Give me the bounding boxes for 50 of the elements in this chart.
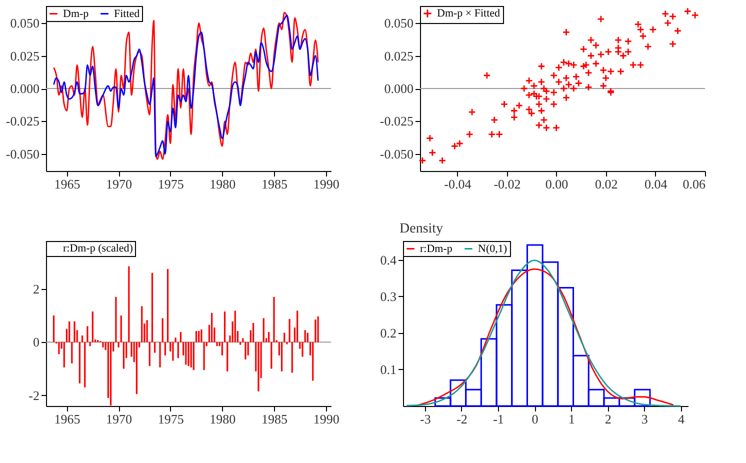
y-tick-label: -0.050 [6, 146, 40, 162]
legend-label: Dm-p [63, 8, 90, 20]
legend-label: r:Dm-p [420, 242, 453, 255]
y-tick-label: 0.3 [380, 288, 396, 304]
y-tick-label: -0.025 [380, 114, 414, 129]
y-tick-label: 0.050 [10, 16, 40, 31]
y-tick-label: 0.1 [380, 362, 396, 377]
x-tick-label: -2 [456, 412, 468, 426]
x-tick-label: 0.00 [545, 176, 568, 192]
series-label: r:Dm-p (scaled) [63, 242, 134, 254]
x-tick-label: 1990 [313, 176, 340, 192]
x-tick-label: 3 [641, 412, 648, 426]
x-tick-label: 2 [604, 412, 612, 426]
x-tick-label: 1990 [313, 412, 340, 426]
x-tick-label: 1975 [158, 176, 184, 192]
y-tick-label: -0.025 [6, 114, 40, 129]
y-tick-label: 2 [33, 281, 40, 296]
x-tick-label: 1985 [262, 176, 288, 192]
x-tick-label: 0.02 [594, 176, 618, 192]
x-tick-label: 1985 [262, 412, 288, 426]
x-tick-label: 0.06 [682, 176, 706, 192]
x-tick-label: -1 [493, 412, 504, 426]
y-tick-label: 0 [33, 334, 40, 350]
y-tick-label: 0.2 [380, 325, 396, 340]
y-tick-label: 0.4 [380, 252, 397, 268]
x-tick-label: 1 [568, 412, 575, 426]
x-tick-label: 1970 [106, 176, 132, 192]
x-tick-label: 1970 [106, 412, 132, 426]
x-tick-label: 1975 [158, 412, 184, 426]
x-tick-label: 0.04 [644, 176, 668, 192]
x-tick-label: -0.02 [494, 176, 521, 192]
x-tick-label: -3 [420, 412, 431, 426]
legend-label: Dm-p × Fitted [437, 8, 501, 20]
x-tick-label: 4 [678, 412, 685, 426]
y-tick-label: 0.000 [10, 81, 40, 96]
x-tick-label: -0.04 [444, 176, 472, 192]
y-axis-title: Density [400, 222, 444, 236]
y-tick-label: -0.050 [380, 146, 414, 162]
x-tick-label: 1980 [210, 176, 236, 192]
y-tick-label: 0.025 [384, 48, 414, 64]
x-tick-label: 1965 [54, 412, 80, 426]
y-tick-label: -2 [28, 388, 40, 403]
y-tick-label: 0.025 [10, 48, 40, 64]
legend-label: Fitted [114, 8, 140, 20]
x-tick-label: 1980 [210, 412, 236, 426]
x-tick-label: 1965 [54, 176, 80, 192]
legend-label: N(0,1) [478, 242, 508, 255]
y-tick-label: 0.000 [384, 81, 414, 96]
y-tick-label: 0.050 [384, 16, 414, 31]
x-tick-label: 0 [532, 412, 538, 426]
